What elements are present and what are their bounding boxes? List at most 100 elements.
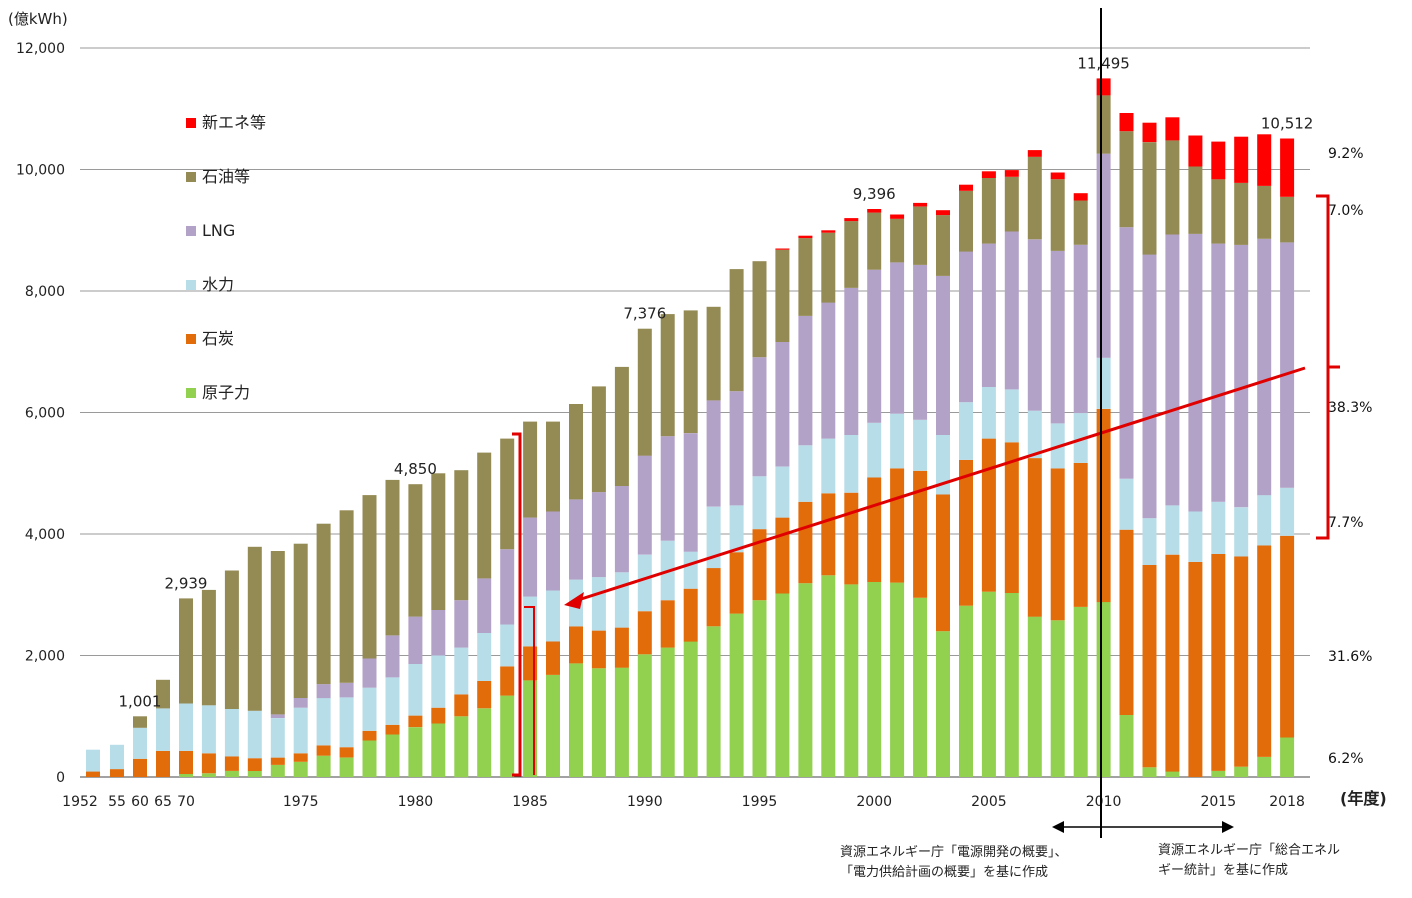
- bar-segment: [1119, 715, 1134, 777]
- x-tick-label: 2010: [1086, 794, 1122, 810]
- bar-segment: [339, 510, 354, 683]
- bar-segment: [454, 600, 469, 648]
- share-labels: 9.2% 7.0% 38.3% 7.7% 31.6% 6.2%: [1328, 146, 1372, 767]
- bar-segment: [477, 681, 492, 709]
- bar-segment: [798, 315, 813, 446]
- bar-segment: [936, 275, 950, 435]
- bar-segment: [936, 494, 950, 632]
- bar-segment: [798, 501, 813, 584]
- bar-segment: [1142, 142, 1157, 255]
- bar-segment: [1073, 462, 1088, 607]
- bar-segment: [1234, 244, 1249, 508]
- bar-segment: [936, 210, 950, 216]
- bar-segment: [500, 695, 515, 777]
- bars: [86, 78, 1295, 778]
- legend-item: 水力: [186, 275, 234, 294]
- bar-segment: [1188, 233, 1203, 512]
- bar-segment: [706, 568, 721, 627]
- bar-segment: [385, 479, 400, 636]
- bar-segment: [890, 582, 905, 777]
- legend-item: 新エネ等: [186, 113, 266, 132]
- bar-segment: [1050, 468, 1065, 621]
- bar-segment: [546, 511, 560, 591]
- x-tick-label: 1952: [62, 794, 98, 810]
- bar-segment: [1119, 478, 1134, 530]
- bar-segment: [1027, 616, 1042, 777]
- bar-segment: [293, 543, 308, 698]
- bar-segment: [706, 506, 721, 569]
- bar-segment: [1257, 757, 1272, 777]
- bar-segment: [798, 235, 813, 239]
- bar-segment: [591, 492, 606, 578]
- bar-segment: [821, 438, 836, 494]
- bar-segment: [683, 551, 698, 589]
- bar-segment: [454, 694, 469, 717]
- bar-segment: [706, 306, 721, 401]
- bar-segment: [959, 459, 973, 606]
- bar-segment: [1096, 153, 1111, 358]
- bar-segment: [477, 708, 492, 777]
- bar-segment: [1165, 505, 1180, 555]
- bar-segment: [821, 493, 836, 576]
- bar-segment: [614, 366, 629, 486]
- bar-segment: [591, 386, 606, 493]
- bar-segment: [660, 600, 675, 648]
- bar-segment: [270, 714, 285, 718]
- bar-segment: [890, 413, 905, 469]
- bar-segment: [1142, 565, 1157, 768]
- source-note-left: 資源エネルギー庁「電源開発の概要」、: [840, 845, 1068, 860]
- bar-segment: [1188, 166, 1203, 234]
- bar-segment: [339, 747, 354, 758]
- total-label: 11,495: [1077, 54, 1130, 72]
- bar-segment: [110, 744, 124, 770]
- bar-segment: [477, 452, 492, 579]
- bar-segment: [683, 588, 698, 642]
- bar-segment: [500, 549, 515, 625]
- bar-segment: [224, 709, 239, 757]
- trend-arrow-head: [564, 592, 584, 609]
- bar-segment: [1211, 770, 1226, 777]
- bar-segment: [1257, 134, 1272, 186]
- source-notes: 資源エネルギー庁「電源開発の概要」、「電力供給計画の概要」を基に作成 資源エネルギ…: [840, 843, 1340, 880]
- bar-segment: [316, 684, 331, 699]
- bracket-1985-inner: [524, 606, 535, 775]
- bar-segment: [844, 435, 859, 493]
- bar-segment: [316, 745, 331, 756]
- span-arrow-right-head: [1222, 821, 1234, 833]
- legend-swatch: [186, 388, 196, 398]
- bar-segment: [1234, 507, 1249, 557]
- bar-segment: [523, 421, 538, 518]
- bar-segment: [660, 314, 675, 437]
- bar-segment: [133, 727, 147, 759]
- bar-segment: [86, 749, 100, 772]
- bar-segment: [729, 269, 744, 392]
- bar-segment: [1188, 135, 1203, 167]
- bar-segment: [614, 667, 629, 777]
- bar-segment: [546, 674, 560, 777]
- bar-segment: [270, 718, 285, 758]
- bar-segment: [247, 710, 262, 759]
- bar-segment: [936, 215, 950, 276]
- bar-segment: [1211, 141, 1226, 180]
- bar-segment: [247, 770, 262, 777]
- bar-segment: [1142, 518, 1157, 565]
- bar-segment: [201, 705, 216, 754]
- x-tick-label: 2000: [856, 794, 892, 810]
- bar-segment: [224, 756, 239, 771]
- bar-segment: [752, 476, 767, 530]
- legend-swatch: [186, 334, 196, 344]
- bar-segment: [156, 679, 170, 709]
- bar-segment: [1073, 606, 1088, 777]
- bar-segment: [1027, 239, 1042, 411]
- bar-segment: [913, 419, 928, 471]
- bar-segment: [1073, 244, 1088, 414]
- bar-segment: [890, 468, 905, 583]
- bar-segment: [821, 230, 836, 233]
- bar-segment: [1257, 238, 1272, 496]
- bar-segment: [1050, 250, 1065, 424]
- bar-segment: [959, 402, 973, 460]
- bar-segment: [339, 697, 354, 748]
- legend-label: 原子力: [202, 383, 250, 402]
- bar-segment: [867, 582, 882, 777]
- bar-segment: [775, 249, 790, 342]
